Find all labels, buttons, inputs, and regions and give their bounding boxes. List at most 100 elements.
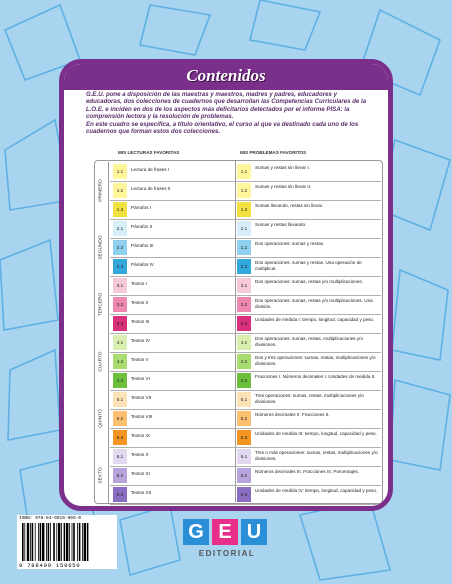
reading-code: 4.3: [113, 373, 127, 388]
problem-title: Tres o más operaciones: sumas, restas, m…: [255, 450, 378, 461]
row-divider: [110, 295, 381, 296]
reading-code: 3.2: [113, 297, 127, 312]
reading-title: Textos XI: [131, 471, 150, 476]
grade-label: SEXTO: [94, 447, 109, 504]
problem-title: Dos operaciones: sumas y restas. Una ope…: [255, 260, 362, 271]
grade-label: CUARTO: [94, 333, 109, 390]
header-readings: MIS LECTURAS FAVORITAS: [118, 150, 180, 155]
barcode-bar: [50, 523, 51, 561]
reading-title: Textos I: [131, 281, 147, 286]
row-divider: [110, 409, 381, 410]
barcode-icon: [22, 523, 89, 561]
title-bar: [64, 64, 388, 90]
problem-title: Sumas y restas llevando.: [255, 222, 307, 227]
row-divider: [110, 428, 381, 429]
barcode-bar: [66, 523, 69, 561]
logo-letter-g: G: [183, 519, 209, 545]
row-divider: [110, 390, 381, 391]
reading-code: 1.1: [113, 164, 127, 179]
reading-title: Lectura de frases II: [131, 186, 171, 191]
problem-code: 5.1: [237, 392, 251, 407]
problem-title: Sumas y restas sin llevar I.: [255, 165, 310, 170]
reading-code: 5.3: [113, 430, 127, 445]
row-divider: [110, 181, 381, 182]
reading-title: Textos IX: [131, 433, 150, 438]
row-divider: [110, 238, 381, 239]
grade-name: CUARTO: [98, 350, 104, 372]
grade-label: PRIMERO: [94, 162, 109, 219]
barcode-bar: [30, 523, 31, 561]
barcode-bar: [31, 523, 34, 561]
row-divider: [110, 314, 381, 315]
barcode-bar: [24, 523, 26, 561]
problem-title: Dos operaciones: sumas, restas y/o multi…: [255, 298, 373, 309]
barcode-bar: [47, 523, 50, 561]
barcode-bar: [56, 523, 58, 561]
reading-title: Párrafos IV: [131, 262, 154, 267]
reading-code: 2.2: [113, 240, 127, 255]
intro-paragraph-1: G.E.U. pone a disposición de las maestra…: [86, 91, 367, 120]
reading-code: 4.1: [113, 335, 127, 350]
barcode-bar: [22, 523, 24, 561]
reading-code: 6.1: [113, 449, 127, 464]
reading-code: 6.2: [113, 468, 127, 483]
barcode-bar: [58, 523, 61, 561]
logo-letter-u: U: [241, 519, 267, 545]
reading-title: Textos X: [131, 452, 149, 457]
row-divider: [110, 352, 381, 353]
problem-code: 5.2: [237, 411, 251, 426]
reading-code: 5.1: [113, 392, 127, 407]
reading-title: Textos III: [131, 319, 150, 324]
problem-title: Números decimales III. Fracciones III. P…: [255, 469, 359, 474]
barcode-area: ISBN: 978-84-9915-965-0 9 788499 159650: [17, 515, 117, 569]
reading-title: Lectura de frases I: [131, 167, 170, 172]
grade-name: TERCERO: [98, 292, 104, 316]
table-frame: [94, 160, 383, 504]
intro-paragraph-2: En este cuadro se especifica, a título o…: [86, 121, 359, 136]
problem-code: 6.3: [237, 487, 251, 502]
barcode-bar: [77, 523, 78, 561]
row-divider: [110, 466, 381, 467]
reading-code: 6.3: [113, 487, 127, 502]
problem-title: Dos operaciones: sumas, restas y/o multi…: [255, 279, 364, 284]
barcode-bar: [26, 523, 30, 561]
logo-subtitle: EDITORIAL: [198, 549, 256, 558]
problem-title: Unidades de medida III: tiempo, longitud…: [255, 431, 377, 436]
row-divider: [110, 504, 381, 505]
barcode-bar: [86, 523, 89, 561]
problem-title: Dos operaciones: sumas, restas, multipli…: [255, 336, 364, 347]
barcode-bar: [71, 523, 73, 561]
problem-title: Fracciones I. Números decimales I. Unida…: [255, 374, 376, 379]
problem-code: 3.1: [237, 278, 251, 293]
reading-title: Textos VIII: [131, 414, 153, 419]
problem-title: Sumas y restas sin llevar II.: [255, 184, 312, 189]
problem-code: 3.3: [237, 316, 251, 331]
problem-title: Unidades de medida IV: tiempo, longitud,…: [255, 488, 378, 493]
barcode-bar: [46, 523, 47, 561]
page-title: Contenidos: [186, 66, 266, 85]
logo-letter-e: E: [212, 519, 238, 545]
problem-title: Dos operaciones: sumas y restas.: [255, 241, 325, 246]
reading-code: 1.2: [113, 183, 127, 198]
grade-label: TERCERO: [94, 276, 109, 333]
reading-title: Textos II: [131, 300, 149, 305]
problem-code: 4.3: [237, 373, 251, 388]
reading-title: Textos VII: [131, 395, 152, 400]
reading-title: Párrafos I: [131, 205, 151, 210]
reading-title: Textos VI: [131, 376, 150, 381]
grade-label: QUINTO: [94, 390, 109, 447]
reading-code: 3.1: [113, 278, 127, 293]
row-divider: [110, 333, 381, 334]
intro-text: G.E.U. pone a disposición de las maestra…: [86, 91, 374, 137]
grade-label: SEGUNDO: [94, 219, 109, 276]
barcode-bar: [34, 523, 36, 561]
problem-code: 1.3: [237, 202, 251, 217]
header-problems: MIS PROBLEMAS FAVORITOS: [240, 150, 307, 155]
problem-code: 3.2: [237, 297, 251, 312]
barcode-bar: [61, 523, 62, 561]
isbn-label: ISBN: 978-84-9915-965-0: [19, 516, 82, 521]
reading-code: 4.2: [113, 354, 127, 369]
reading-code: 5.2: [113, 411, 127, 426]
problem-title: Tres operaciones: sumas, restas, multipl…: [255, 393, 364, 404]
problem-title: Dos y tres operaciones: sumas, restas, m…: [255, 355, 376, 366]
